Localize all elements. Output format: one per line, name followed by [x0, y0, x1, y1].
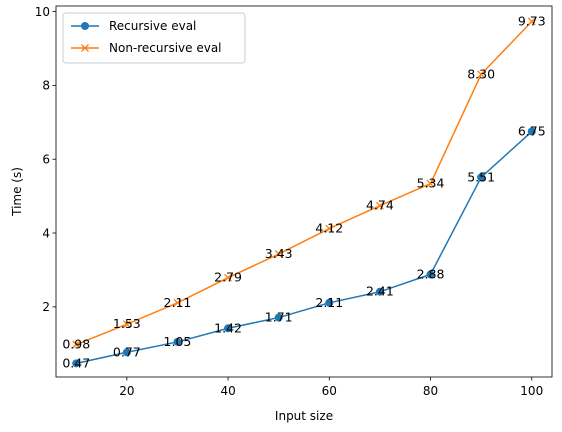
y-tick-label: 2: [42, 300, 50, 314]
data-label: 0.98: [62, 337, 90, 352]
data-point: [173, 298, 182, 307]
legend-entry-1: Recursive eval: [71, 19, 196, 33]
series-1: [72, 127, 536, 368]
data-label: 6.75: [518, 124, 546, 139]
data-point: [72, 359, 81, 368]
data-point: [477, 70, 486, 79]
data-point: [224, 273, 233, 282]
data-label: 2.11: [315, 295, 343, 310]
data-point: [122, 320, 131, 329]
legend-entry-2: Non-recursive eval: [71, 41, 222, 55]
x-axis-label: Input size: [275, 409, 333, 423]
legend-marker: [81, 22, 89, 30]
data-point: [426, 270, 435, 279]
data-point: [477, 173, 486, 182]
data-label: 2.11: [164, 295, 192, 310]
data-label: 2.88: [417, 266, 445, 281]
y-tick-label: 4: [42, 226, 50, 240]
data-point: [375, 287, 384, 296]
data-label: 0.77: [113, 344, 141, 359]
data-label: 4.74: [366, 198, 394, 213]
data-label: 1.05: [164, 334, 192, 349]
legend: Recursive eval Non-recursive eval: [62, 12, 246, 64]
data-label: 0.47: [62, 355, 90, 370]
series-layer: [72, 17, 536, 368]
data-label: 3.43: [265, 246, 293, 261]
data-point: [274, 250, 283, 259]
data-point: [274, 313, 283, 322]
x-tick-label: 20: [119, 384, 134, 398]
data-label: 4.12: [315, 221, 343, 236]
x-tick-label: 60: [322, 384, 337, 398]
axes-frame: [55, 5, 553, 378]
legend-label: Recursive eval: [109, 19, 196, 33]
data-point: [375, 201, 384, 210]
data-point: [527, 17, 536, 26]
axes-layer: 20 40 60 80 100 2 4 6 8 10: [35, 5, 553, 398]
data-point: [325, 298, 334, 307]
data-label: 5.34: [417, 176, 445, 191]
data-label: 1.71: [265, 310, 293, 325]
data-label: 1.42: [214, 320, 242, 335]
x-tick-label: 40: [220, 384, 235, 398]
y-tick-label: 10: [35, 5, 50, 19]
data-point: [122, 348, 131, 357]
legend-box: [62, 12, 246, 64]
data-point: [426, 179, 435, 188]
data-point: [325, 224, 334, 233]
data-point: [72, 340, 81, 349]
data-label: 5.51: [467, 169, 495, 184]
data-label: 2.79: [214, 270, 242, 285]
data-label: 1.53: [113, 316, 141, 331]
plot-background: [56, 6, 552, 377]
series-line: [76, 130, 533, 365]
series-2: [72, 17, 536, 349]
y-tick-label: 8: [42, 79, 50, 93]
data-label: 8.30: [467, 66, 495, 81]
x-tick-label: 100: [520, 384, 543, 398]
y-tick-label: 6: [42, 152, 50, 166]
data-labels-layer: 0.47 0.77 1.05 1.42 1.71 2.11 2.41 2.88 5.51 6.75…: [62, 14, 545, 371]
data-label: 2.41: [366, 284, 394, 299]
data-point: [527, 127, 536, 136]
data-point: [224, 324, 233, 333]
plot-area: [56, 6, 552, 377]
legend-marker: [81, 44, 89, 52]
x-tick-label: 80: [423, 384, 438, 398]
data-point: [173, 337, 182, 346]
legend-label: Non-recursive eval: [109, 41, 222, 55]
data-label: 9.73: [518, 14, 546, 29]
series-line: [75, 20, 533, 346]
y-axis-label: Time (s): [10, 167, 24, 217]
